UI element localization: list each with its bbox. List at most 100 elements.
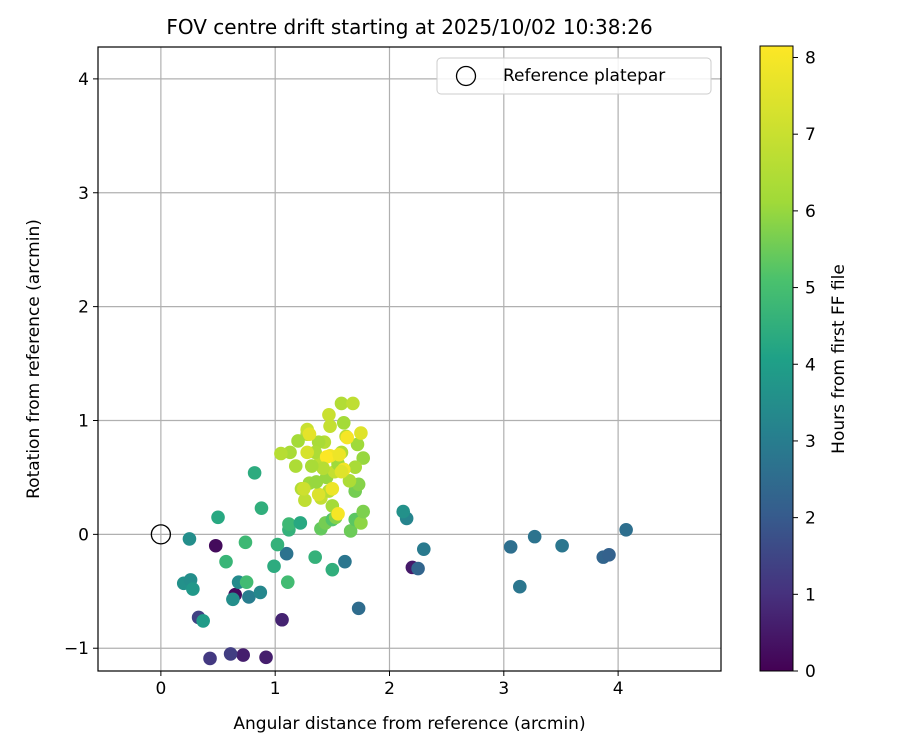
scatter-point	[270, 537, 285, 552]
scatter-point	[356, 451, 371, 465]
colorbar-tick-label: 6	[805, 202, 816, 222]
scatter-point	[247, 466, 262, 480]
scatter-point	[208, 538, 223, 553]
scatter-point	[348, 460, 363, 474]
colorbar-tick-label: 7	[805, 125, 816, 145]
legend-open-circle-marker	[455, 65, 477, 87]
scatter-point	[196, 614, 210, 628]
scatter-point	[298, 493, 312, 507]
colorbar-tick-label: 3	[805, 432, 816, 452]
colorbar-tick-label: 4	[805, 355, 816, 375]
scatter-point	[275, 612, 289, 627]
scatter-point	[300, 445, 314, 460]
scatter-point	[354, 426, 368, 440]
y-tick-label: −1	[64, 639, 89, 659]
y-tick-label: 4	[78, 70, 89, 90]
scatter-point	[331, 507, 345, 521]
scatter-point	[236, 648, 250, 662]
scatter-point	[242, 590, 256, 604]
chart-title: FOV centre drift starting at 2025/10/02 …	[166, 15, 652, 39]
scatter-point	[267, 559, 281, 574]
scatter-point	[308, 550, 322, 564]
x-tick-label: 2	[384, 679, 395, 699]
colorbar-tick-label: 0	[805, 662, 816, 682]
scatter-point	[280, 575, 295, 589]
x-tick-label: 4	[613, 679, 624, 699]
x-tick-label: 1	[270, 679, 281, 699]
scatter-point	[253, 585, 268, 600]
plot-frame	[97, 46, 722, 672]
scatter-point	[316, 461, 330, 476]
colorbar-ticks: 0 1 2 3 4 5 6 7 8	[793, 49, 816, 682]
scatter-point	[254, 501, 269, 515]
y-axis-ticks: −1 0 1 2 3 4	[64, 70, 98, 659]
scatter-point	[219, 554, 233, 569]
scatter-point	[351, 601, 366, 616]
colorbar-gradient	[759, 45, 794, 672]
scatter-points	[176, 396, 633, 666]
y-tick-label: 1	[78, 411, 89, 431]
scatter-point	[186, 582, 200, 596]
scatter-point	[336, 415, 351, 430]
legend-box	[436, 57, 712, 95]
scatter-point	[334, 396, 349, 411]
scatter-point	[338, 554, 352, 569]
colorbar: 0 1 2 3 4 5 6 7 8 Hours from first FF file	[759, 45, 849, 682]
y-axis-label: Rotation from reference (arcmin)	[24, 219, 44, 499]
scatter-point	[396, 504, 411, 519]
colorbar-label: Hours from first FF file	[829, 264, 849, 454]
scatter-point	[350, 437, 365, 452]
legend-label: Reference platepar	[503, 66, 665, 86]
scatter-point	[503, 540, 518, 554]
scatter-point	[223, 647, 238, 661]
y-tick-label: 2	[78, 298, 89, 318]
scatter-point	[602, 548, 616, 562]
scatter-point	[239, 575, 254, 589]
grid-lines	[98, 47, 721, 671]
scatter-point	[311, 435, 326, 449]
colorbar-tick-label: 8	[805, 49, 816, 69]
scatter-point	[288, 459, 303, 473]
colorbar-tick-label: 1	[805, 585, 816, 605]
scatter-point	[296, 482, 311, 496]
x-axis-ticks: 0 1 2 3 4	[155, 671, 624, 699]
scatter-point	[319, 450, 334, 464]
x-tick-label: 0	[155, 679, 166, 699]
scatter-point	[619, 523, 633, 537]
scatter-point	[238, 535, 253, 550]
x-axis-label: Angular distance from reference (arcmin)	[233, 714, 585, 734]
scatter-point	[555, 538, 569, 553]
scatter-point	[182, 532, 197, 546]
scatter-point	[322, 407, 336, 422]
scatter-point	[325, 482, 340, 496]
scatter-point	[513, 579, 527, 594]
scatter-point	[340, 430, 355, 445]
scatter-point	[259, 650, 273, 665]
scatter-point	[311, 487, 326, 502]
scatter-point	[325, 562, 340, 577]
scatter-point	[274, 446, 288, 461]
scatter-point	[411, 561, 425, 576]
scatter-point	[226, 592, 240, 607]
scatter-point	[211, 510, 225, 525]
y-tick-label: 3	[78, 184, 89, 204]
scatter-point	[354, 516, 368, 530]
x-tick-label: 3	[498, 679, 509, 699]
reference-platepar-point	[150, 524, 172, 545]
scatter-point	[346, 396, 360, 411]
y-tick-label: 0	[78, 525, 89, 545]
scatter-point	[334, 464, 349, 479]
scatter-point	[302, 427, 317, 441]
scatter-point	[291, 434, 305, 448]
reference-marker	[150, 524, 172, 545]
legend: Reference platepar	[436, 57, 712, 95]
scatter-point	[416, 542, 431, 556]
colorbar-tick-label: 2	[805, 509, 816, 529]
scatter-point	[293, 516, 308, 530]
colorbar-tick-label: 5	[805, 279, 816, 299]
scatter-point	[309, 475, 324, 489]
scatter-point	[203, 651, 217, 666]
scatter-point	[356, 504, 371, 519]
